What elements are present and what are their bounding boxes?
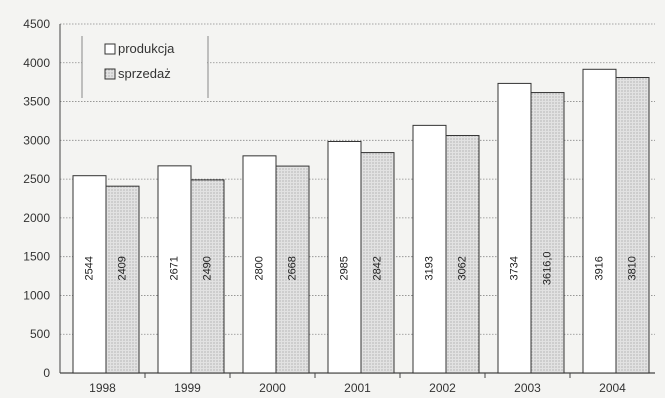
y-tick-label: 0 [43,366,50,380]
bar-produkcja-1999 [157,165,192,374]
x-tick-label: 1999 [174,381,201,395]
bar-produkcja-2000 [242,155,277,374]
legend-label: sprzedaż [118,66,171,81]
y-tick-label: 4000 [23,56,50,70]
bar-value-label: 2409 [116,256,128,280]
bar-value-label: 3810 [626,256,638,280]
y-tick-label: 1000 [23,288,50,302]
bar-value-label: 2985 [338,256,350,280]
bar-sprzedaż-2003 [530,92,565,374]
bar-value-label: 3193 [423,256,435,280]
legend-label: produkcja [118,41,175,56]
legend-box [84,38,206,96]
y-tick-label: 2500 [23,172,50,186]
bar-produkcja-1998 [72,175,107,374]
bar-value-label: 3734 [508,256,520,280]
legend-swatch [104,68,116,80]
bar-sprzedaż-1999 [190,179,225,374]
y-tick-label: 3500 [23,95,50,109]
bar-sprzedaż-2004 [615,77,650,374]
bar-value-label: 2800 [253,256,265,280]
bar-sprzedaż-1998 [105,185,140,374]
bar-value-label: 3916 [593,256,605,280]
y-tick-label: 500 [30,327,50,341]
bar-value-label: 2668 [286,256,298,280]
bar-value-label: 2671 [168,256,180,280]
bar-sprzedaż-2002 [445,135,480,374]
bar-value-label: 2544 [83,256,95,280]
bar-sprzedaż-2000 [275,165,310,374]
y-tick-label: 3000 [23,133,50,147]
x-tick-label: 2001 [344,381,371,395]
bar-produkcja-2002 [412,124,447,374]
bar-produkcja-2001 [327,140,362,374]
x-tick-label: 2002 [429,381,456,395]
y-tick-label: 2000 [23,211,50,225]
legend-swatch [104,43,116,55]
x-tick-label: 2003 [514,381,541,395]
x-tick-label: 2000 [259,381,286,395]
y-tick-label: 4500 [23,17,50,31]
y-tick-label: 1500 [23,250,50,264]
x-tick-label: 1998 [89,381,116,395]
bar-value-label: 2842 [371,256,383,280]
bar-sprzedaż-2001 [360,152,395,374]
bar-value-label: 3616,0 [541,251,553,285]
bar-value-label: 2490 [201,256,213,280]
bar-produkcja-2003 [497,82,532,374]
bar-value-label: 3062 [456,256,468,280]
x-tick-label: 2004 [599,381,626,395]
bar-produkcja-2004 [582,68,617,374]
